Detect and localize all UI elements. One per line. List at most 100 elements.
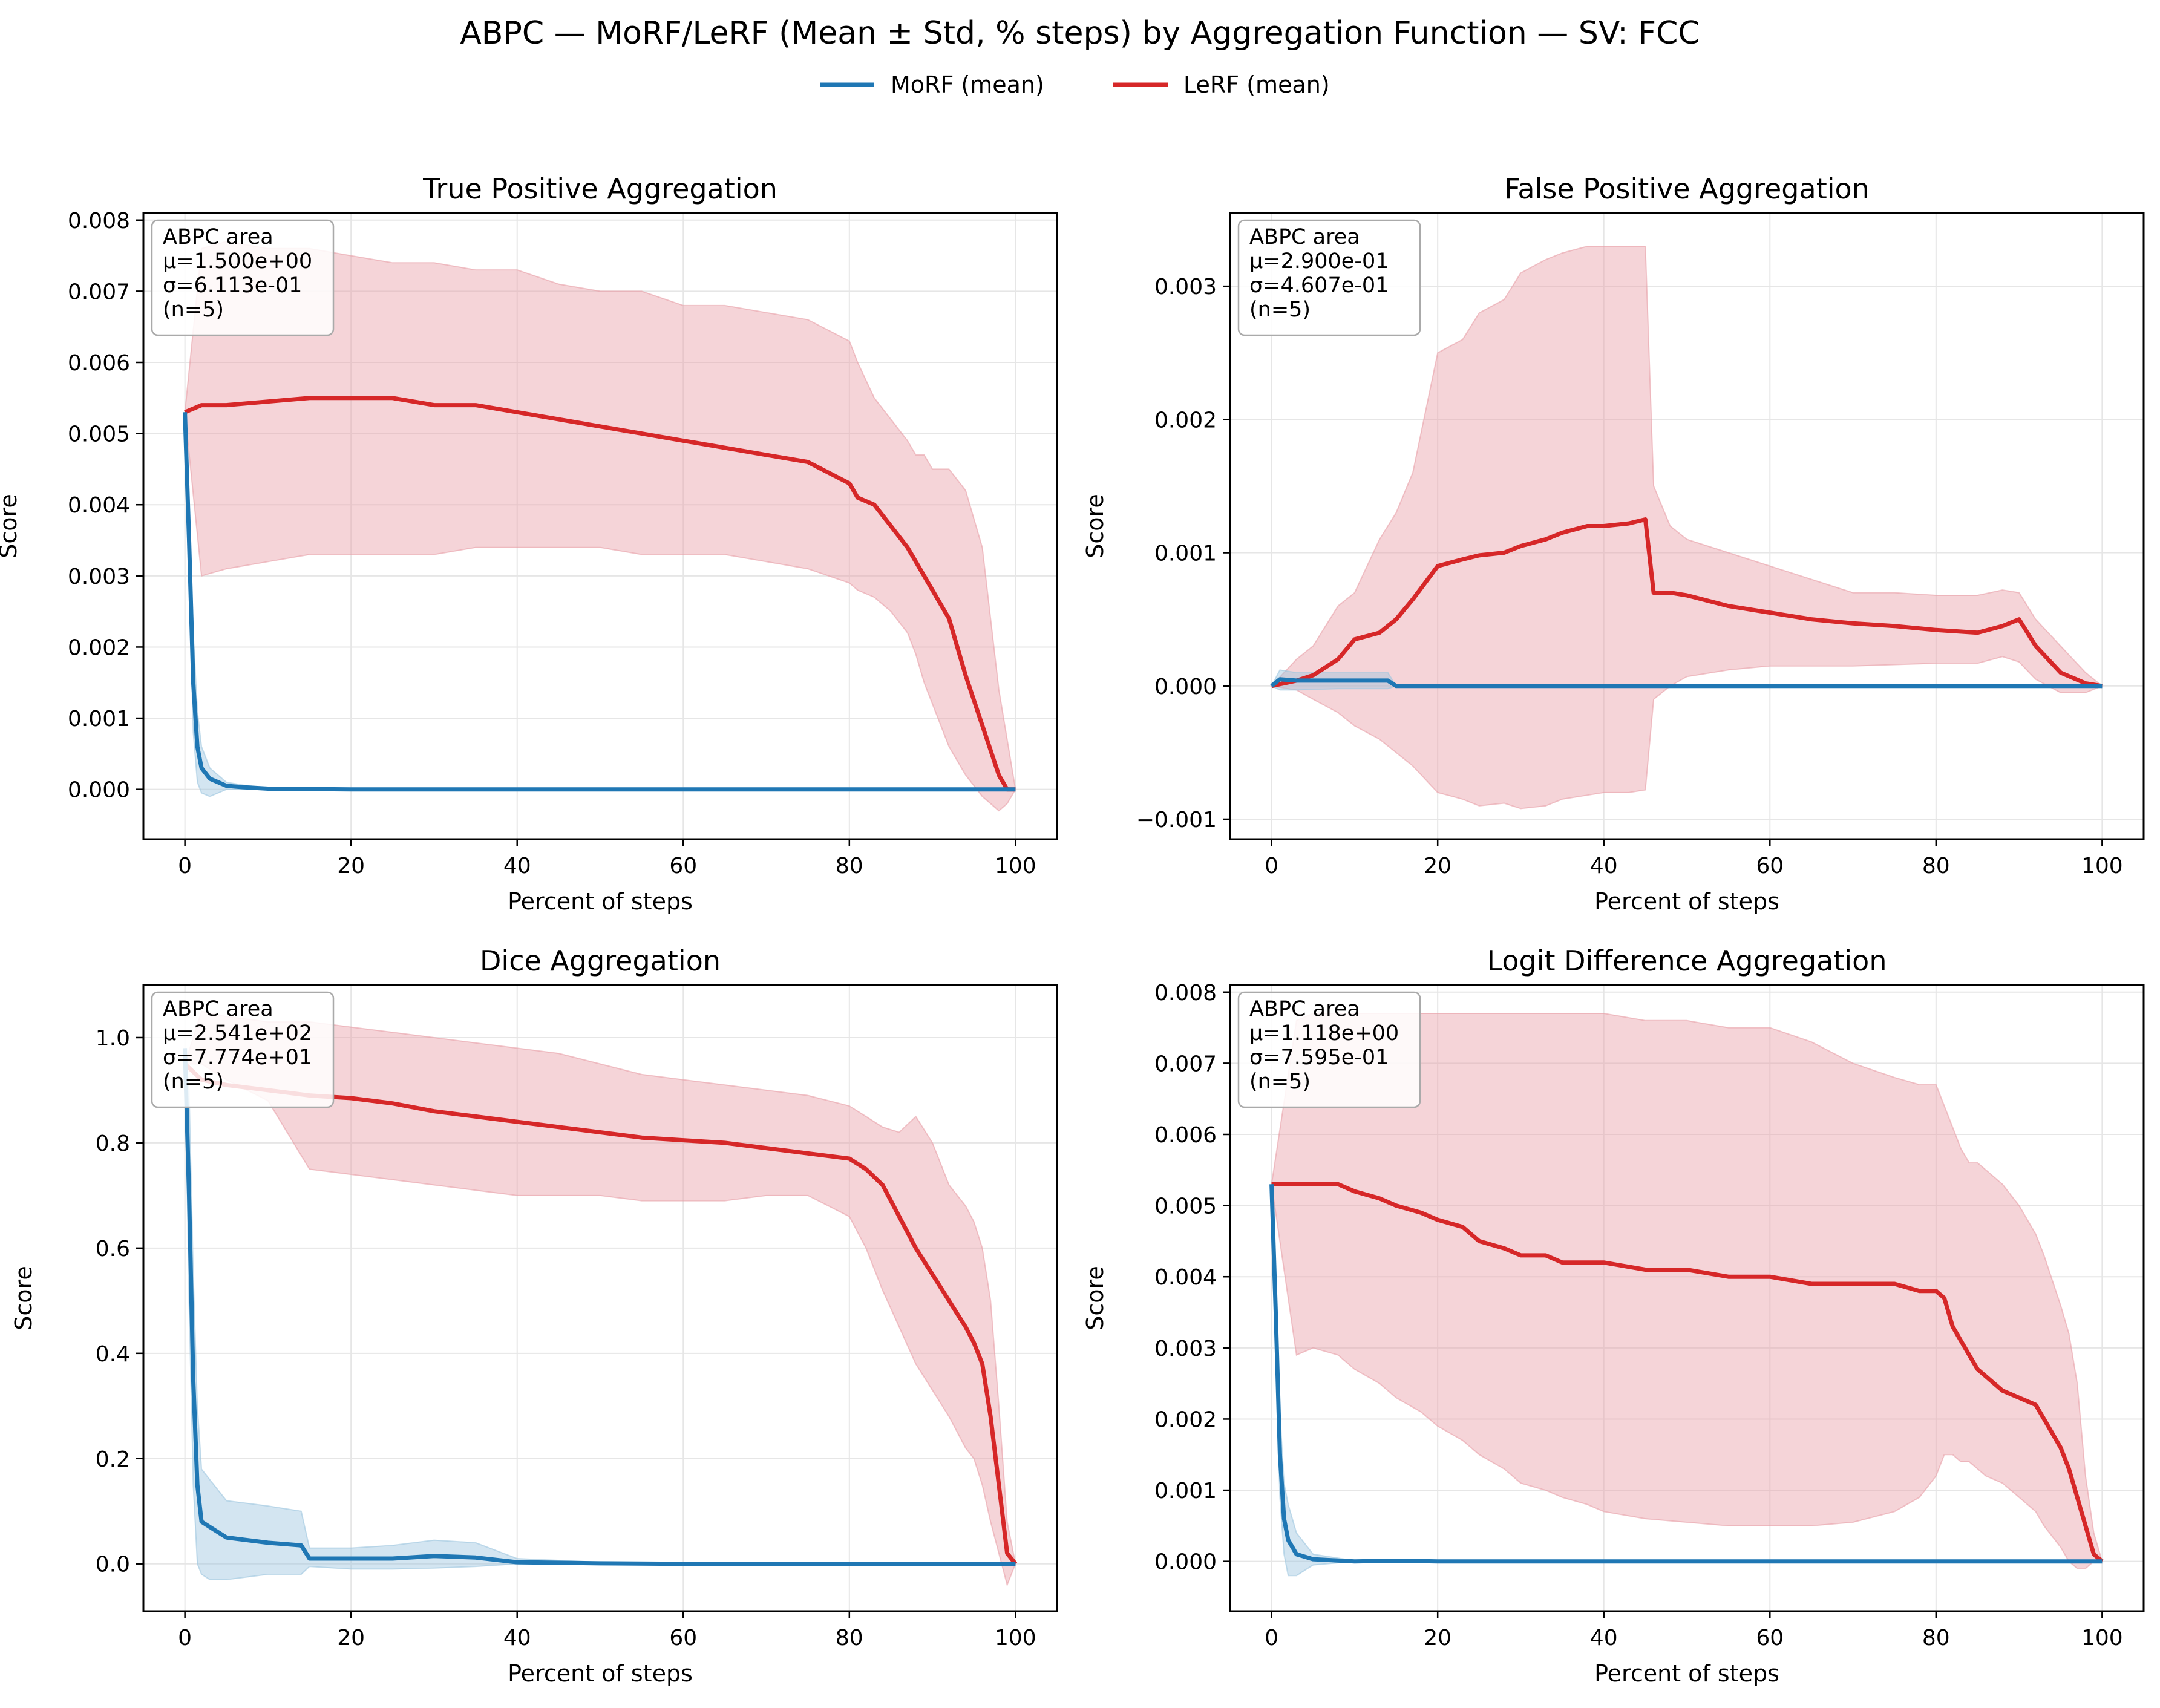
y-tick-label: −0.001 bbox=[1136, 808, 1217, 833]
figure-title: ABPC — MoRF/LeRF (Mean ± Std, % steps) b… bbox=[460, 15, 1700, 51]
x-tick-label: 40 bbox=[1590, 854, 1618, 879]
annotation-line: (n=5) bbox=[1249, 298, 1311, 322]
x-tick-label: 20 bbox=[1424, 854, 1451, 879]
annotation-line: (n=5) bbox=[1249, 1070, 1311, 1094]
legend-lerf-label: LeRF (mean) bbox=[1183, 71, 1330, 98]
x-tick-label: 60 bbox=[669, 1626, 697, 1651]
morf-std-band bbox=[184, 1048, 1016, 1580]
x-tick-label: 20 bbox=[337, 854, 365, 879]
panel-title: Dice Aggregation bbox=[480, 944, 721, 977]
plot-area bbox=[183, 1010, 1018, 1587]
x-axis-label: Percent of steps bbox=[508, 888, 693, 915]
axes-frame bbox=[1229, 984, 2145, 1612]
y-tick-label: 0.001 bbox=[1154, 542, 1217, 566]
x-tick-label: 0 bbox=[178, 1626, 192, 1651]
annotation-box bbox=[1237, 219, 1421, 336]
y-tick-label: 0.006 bbox=[68, 351, 130, 376]
y-axis-label: Score bbox=[1082, 494, 1108, 558]
x-tick-label: 20 bbox=[1424, 1626, 1451, 1651]
x-tick-label: 20 bbox=[337, 1626, 365, 1651]
x-tick-label: 40 bbox=[1590, 1626, 1618, 1651]
morf-mean-line bbox=[1269, 1184, 2103, 1564]
y-axis-label: Score bbox=[1082, 1266, 1108, 1330]
x-tick-label: 0 bbox=[178, 854, 192, 879]
annotation-line: σ=7.774e+01 bbox=[163, 1045, 312, 1070]
y-tick-label: 0.4 bbox=[96, 1342, 130, 1367]
morf-std-band bbox=[1271, 669, 2103, 691]
y-tick-label: 0.6 bbox=[96, 1237, 130, 1261]
x-tick-label: 40 bbox=[503, 1626, 531, 1651]
panel-4: 0 20 40 60 80 100 0.000 0.001 0.002 0.003 0.004 0.0… bbox=[1082, 944, 2145, 1687]
morf-std-band bbox=[1271, 1184, 2103, 1577]
axes-frame bbox=[1229, 212, 2145, 840]
annotation-line: σ=6.113e-01 bbox=[163, 273, 302, 298]
y-tick-label: 0.002 bbox=[1154, 1407, 1217, 1432]
y-tick-label: 0.003 bbox=[1154, 1337, 1217, 1361]
y-tick-label: 0.8 bbox=[96, 1131, 130, 1156]
annotation-box bbox=[151, 991, 335, 1108]
y-tick-label: 0.000 bbox=[1154, 1550, 1217, 1575]
y-tick-label: 0.001 bbox=[68, 707, 130, 731]
x-tick-label: 60 bbox=[1756, 854, 1784, 879]
panel-2: 0 20 40 60 80 100 −0.001 0.000 0.001 0.002 0.003 Fa… bbox=[1082, 172, 2145, 915]
annotation-line: μ=2.541e+02 bbox=[163, 1021, 312, 1045]
x-tick-label: 80 bbox=[836, 1626, 863, 1651]
y-tick-label: 0.008 bbox=[68, 209, 130, 234]
legend-morf-label: MoRF (mean) bbox=[891, 71, 1044, 98]
x-tick-label: 60 bbox=[669, 854, 697, 879]
lerf-mean-line bbox=[184, 396, 1016, 792]
y-tick-label: 0.003 bbox=[68, 564, 130, 589]
x-axis-label: Percent of steps bbox=[1594, 1660, 1779, 1687]
y-tick-label: 0.005 bbox=[1154, 1194, 1217, 1219]
annotation-line: (n=5) bbox=[163, 298, 224, 322]
y-tick-label: 0.007 bbox=[1154, 1052, 1217, 1076]
x-tick-label: 80 bbox=[1922, 854, 1950, 879]
y-tick-label: 0.2 bbox=[96, 1447, 130, 1472]
plot-area bbox=[1269, 1013, 2104, 1577]
annotation-box bbox=[151, 219, 335, 336]
panel-title: True Positive Aggregation bbox=[422, 172, 777, 205]
x-axis-label: Percent of steps bbox=[508, 1660, 693, 1687]
legend: MoRF (mean) LeRF (mean) bbox=[820, 71, 1330, 98]
x-tick-label: 100 bbox=[2081, 1626, 2123, 1651]
x-tick-label: 0 bbox=[1265, 854, 1278, 879]
y-tick-label: 0.004 bbox=[1154, 1265, 1217, 1290]
y-tick-label: 1.0 bbox=[96, 1026, 130, 1051]
x-tick-label: 100 bbox=[2081, 854, 2123, 879]
x-axis-label: Percent of steps bbox=[1594, 888, 1779, 915]
annotation-line: ABPC area bbox=[1249, 997, 1360, 1021]
y-tick-label: 0.003 bbox=[1154, 275, 1217, 299]
panel-title: Logit Difference Aggregation bbox=[1487, 944, 1887, 977]
y-axis-label: Score bbox=[0, 494, 22, 558]
y-axis-label: Score bbox=[10, 1266, 37, 1330]
plot-area bbox=[183, 240, 1016, 812]
panel-title: False Positive Aggregation bbox=[1504, 172, 1870, 205]
annotation-line: (n=5) bbox=[163, 1070, 224, 1094]
morf-mean-line bbox=[1270, 677, 2103, 689]
x-tick-label: 0 bbox=[1265, 1626, 1278, 1651]
annotation-line: σ=4.607e-01 bbox=[1249, 273, 1389, 298]
panel-3: 0 20 40 60 80 100 0.0 0.2 0.4 0.6 0.8 1.0 Dice Aggre… bbox=[10, 944, 1058, 1687]
y-tick-label: 0.004 bbox=[68, 493, 130, 518]
y-tick-label: 0.002 bbox=[1154, 408, 1217, 433]
y-tick-label: 0.0 bbox=[96, 1553, 130, 1577]
x-tick-label: 60 bbox=[1756, 1626, 1784, 1651]
axes-frame bbox=[142, 984, 1058, 1612]
annotation-line: σ=7.595e-01 bbox=[1249, 1045, 1389, 1070]
annotation-line: ABPC area bbox=[163, 225, 273, 249]
morf-mean-line bbox=[183, 1048, 1016, 1566]
morf-std-band bbox=[184, 412, 1016, 797]
plot-area bbox=[1270, 246, 2104, 810]
y-tick-label: 0.005 bbox=[68, 422, 130, 447]
x-tick-label: 100 bbox=[995, 1626, 1036, 1651]
y-tick-label: 0.007 bbox=[68, 280, 130, 304]
y-tick-label: 0.008 bbox=[1154, 981, 1217, 1006]
x-tick-label: 80 bbox=[1922, 1626, 1950, 1651]
panels: 0 20 40 60 80 1000.0000.0010.0020.0030.0040.0… bbox=[0, 172, 2145, 1687]
lerf-mean-line bbox=[1271, 517, 2103, 689]
